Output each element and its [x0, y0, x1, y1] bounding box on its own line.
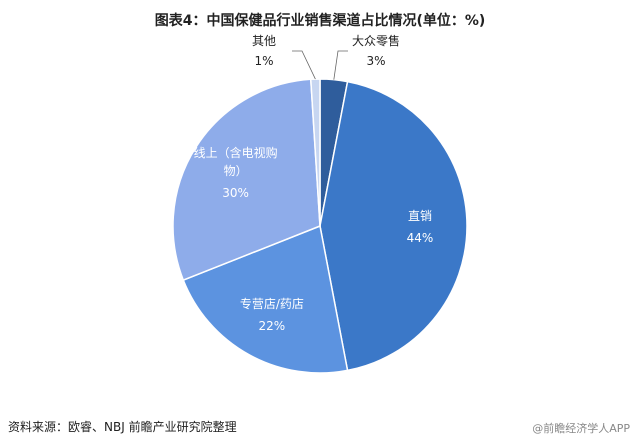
value-label: 3%	[366, 54, 386, 68]
footer: @前瞻经济学人APP	[532, 422, 630, 435]
pie-slice	[182, 224, 349, 374]
source: 资料来源：欧睿、NBJ 前瞻产业研究院整理	[8, 420, 237, 434]
slice-label: 线上（含电视购物）	[193, 146, 278, 179]
chart-title: 图表4：中国保健品行业销售渠道占比情况(单位：%)	[154, 13, 486, 29]
leader-line	[292, 50, 316, 80]
leader-line	[333, 50, 348, 80]
pie-slice	[319, 80, 468, 372]
value-label: 1%	[254, 54, 274, 68]
slice-label: 其他	[251, 34, 277, 48]
value-label: 30%	[222, 186, 249, 201]
value-label: 22%	[258, 318, 286, 333]
pie-slice	[172, 78, 321, 282]
value-label: 44%	[406, 231, 434, 245]
slice-label: 直销	[407, 209, 432, 223]
pie-slice	[309, 78, 321, 227]
slice-label: 大众零售	[351, 34, 401, 48]
slice-label: 专营店/药店	[239, 296, 304, 311]
